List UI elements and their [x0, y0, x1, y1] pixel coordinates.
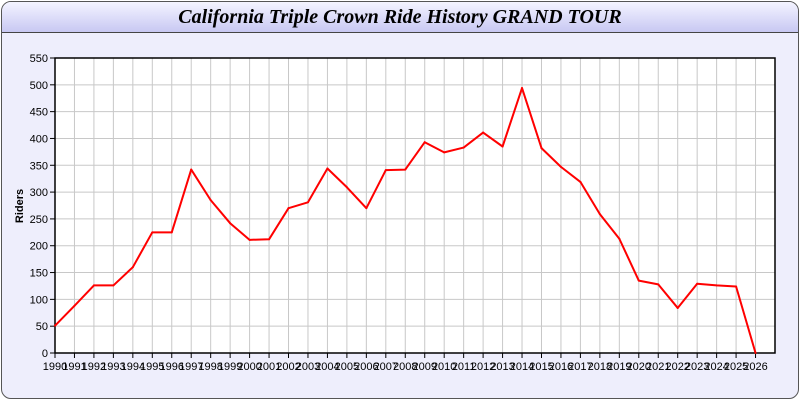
y-tick-label: 300 — [30, 187, 48, 199]
data-point — [384, 169, 387, 172]
x-tick-label: 1992 — [82, 361, 106, 373]
y-tick-label: 200 — [30, 241, 48, 253]
x-tick-label: 2018 — [588, 361, 612, 373]
data-point — [559, 165, 562, 168]
data-point — [540, 147, 543, 150]
y-tick-label: 0 — [42, 348, 48, 360]
data-point — [715, 284, 718, 287]
data-point — [326, 167, 329, 170]
x-tick-label: 2004 — [315, 361, 339, 373]
data-point — [696, 282, 699, 285]
data-point — [657, 283, 660, 286]
y-tick-label: 150 — [30, 268, 48, 280]
x-tick-label: 1993 — [101, 361, 125, 373]
y-tick-label: 400 — [30, 133, 48, 145]
y-tick-label: 550 — [30, 53, 48, 65]
data-point — [268, 238, 271, 241]
data-point — [618, 237, 621, 240]
x-tick-label: 1997 — [179, 361, 203, 373]
data-point — [754, 352, 757, 354]
y-tick-label: 350 — [30, 160, 48, 172]
data-point — [112, 284, 115, 287]
plot-area — [55, 58, 775, 353]
data-point — [209, 199, 212, 202]
x-tick-label: 1999 — [218, 361, 242, 373]
data-point — [365, 207, 368, 210]
x-tick-label: 1990 — [43, 361, 67, 373]
x-tick-label: 2002 — [276, 361, 300, 373]
data-point — [501, 145, 504, 148]
x-tick-label: 2009 — [412, 361, 436, 373]
x-tick-label: 2013 — [490, 361, 514, 373]
data-point — [482, 131, 485, 134]
x-tick-label: 2012 — [471, 361, 495, 373]
data-point — [637, 279, 640, 282]
x-tick-label: 1991 — [62, 361, 86, 373]
x-tick-label: 2011 — [452, 361, 476, 373]
data-point — [229, 222, 232, 225]
x-tick-label: 2016 — [549, 361, 573, 373]
data-point — [521, 87, 524, 90]
x-tick-label: 2021 — [646, 361, 670, 373]
data-point — [598, 213, 601, 216]
data-point — [404, 168, 407, 171]
x-tick-label: 2008 — [393, 361, 417, 373]
x-tick-label: 2014 — [510, 361, 534, 373]
data-point — [735, 285, 738, 288]
x-tick-label: 2017 — [568, 361, 592, 373]
data-point — [287, 207, 290, 210]
data-point — [345, 186, 348, 189]
x-tick-label: 2007 — [374, 361, 398, 373]
data-point — [131, 266, 134, 269]
y-tick-label: 250 — [30, 214, 48, 226]
data-point — [54, 324, 56, 327]
x-tick-label: 1995 — [140, 361, 164, 373]
x-tick-label: 2010 — [432, 361, 456, 373]
data-point — [306, 201, 309, 204]
x-tick-label: 2020 — [627, 361, 651, 373]
data-point — [92, 284, 95, 287]
x-tick-label: 2005 — [335, 361, 359, 373]
data-point — [462, 146, 465, 149]
data-point — [190, 168, 193, 171]
x-tick-label: 2026 — [743, 361, 767, 373]
data-point — [170, 231, 173, 234]
x-tick-label: 2019 — [607, 361, 631, 373]
y-tick-label: 100 — [30, 294, 48, 306]
x-tick-label: 2000 — [237, 361, 261, 373]
y-axis-label: Riders — [14, 189, 26, 223]
x-tick-label: 2024 — [704, 361, 728, 373]
y-tick-label: 450 — [30, 107, 48, 119]
data-point — [151, 231, 154, 234]
title-bar: California Triple Crown Ride History GRA… — [2, 2, 798, 33]
x-tick-label: 1996 — [160, 361, 184, 373]
data-point — [579, 180, 582, 183]
x-tick-label: 2023 — [685, 361, 709, 373]
chart-title: California Triple Crown Ride History GRA… — [178, 6, 622, 28]
data-point — [676, 306, 679, 309]
y-tick-label: 500 — [30, 80, 48, 92]
plot-border — [54, 57, 776, 354]
x-tick-label: 2006 — [354, 361, 378, 373]
data-point — [423, 141, 426, 144]
data-point — [73, 304, 76, 307]
x-tick-label: 2025 — [724, 361, 748, 373]
x-tick-label: 2022 — [665, 361, 689, 373]
data-point — [248, 238, 251, 241]
y-tick-label: 50 — [36, 321, 48, 333]
x-tick-label: 1994 — [121, 361, 145, 373]
x-tick-label: 2015 — [529, 361, 553, 373]
x-tick-label: 2003 — [296, 361, 320, 373]
x-tick-label: 2001 — [257, 361, 281, 373]
x-tick-label: 1998 — [198, 361, 222, 373]
data-point — [443, 151, 446, 154]
